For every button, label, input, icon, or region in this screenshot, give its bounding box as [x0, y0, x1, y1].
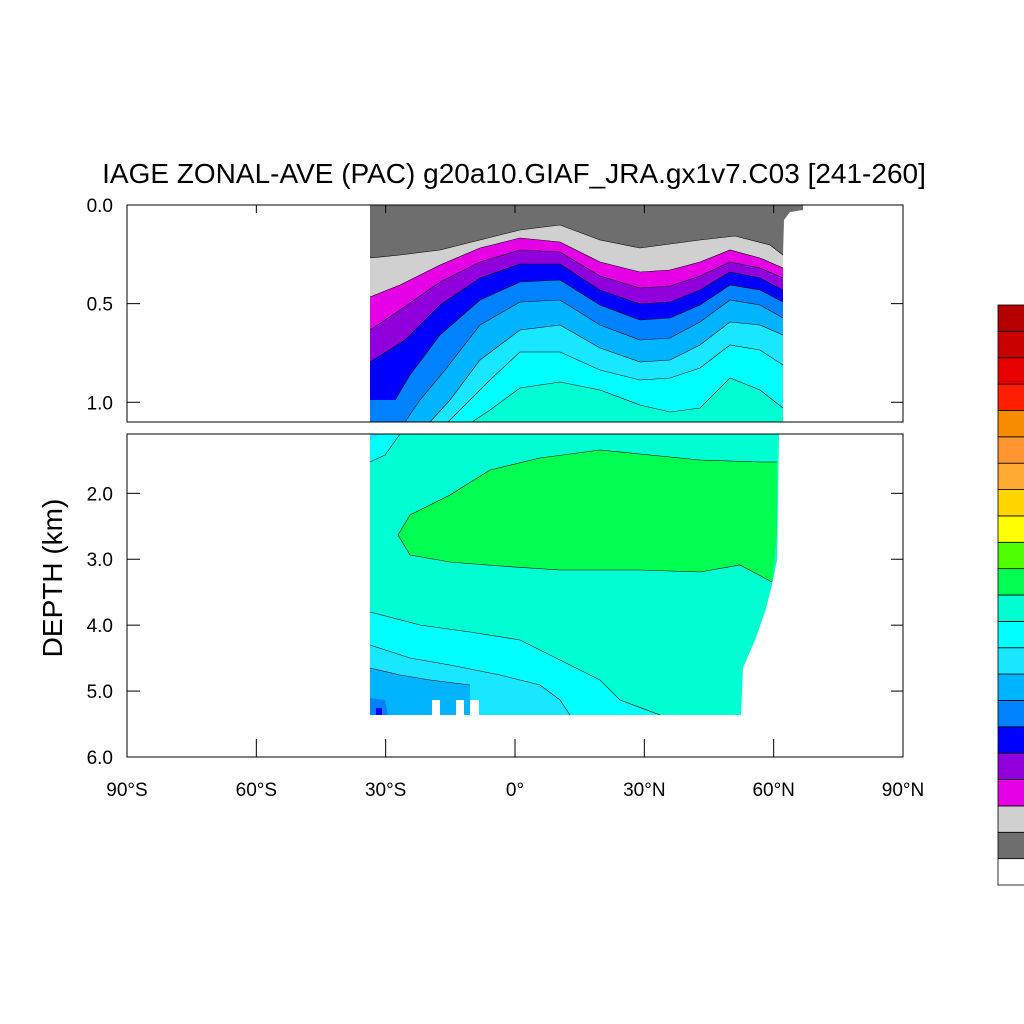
upper-panel: [126, 204, 904, 423]
colorbar-swatch: [997, 779, 1024, 807]
y-tick-label: 1.0: [87, 393, 113, 414]
colorbar-swatch: [997, 805, 1024, 833]
x-tick-label: 90°N: [882, 780, 924, 801]
colorbar-swatch: [997, 515, 1024, 543]
colorbar-swatch: [997, 357, 1024, 385]
colorbar-swatch: [997, 462, 1024, 490]
fill-purple: [370, 250, 783, 362]
x-tick-label: 30°S: [365, 780, 406, 801]
upper-contour-fills: [370, 205, 803, 422]
colorbar-swatch: [997, 330, 1024, 359]
fill-sky-lower: [370, 668, 470, 715]
fill-azure: [370, 280, 783, 422]
x-tick-label: 90°S: [106, 780, 147, 801]
fill-azure-lower: [370, 698, 388, 715]
colorbar-swatch: [997, 541, 1024, 570]
upper-contour-lines: [369, 224, 784, 423]
y-axis-upper: 0.0 0.5 1.0: [87, 196, 903, 414]
fill-cyan-light-upper-left: [370, 434, 380, 440]
y-tick-label: 2.0: [87, 484, 113, 505]
fill-blue: [370, 264, 783, 400]
fill-blue-lower: [376, 708, 382, 715]
colorbar-swatch: [997, 647, 1024, 675]
colorbar-swatch: [997, 383, 1024, 411]
colorbar-swatch: [997, 700, 1024, 728]
fill-cyan-light: [430, 322, 783, 422]
fill-cyan: [448, 345, 783, 422]
colorbar-swatch: [997, 726, 1024, 754]
land-gap-3: [470, 700, 479, 715]
colorbar-swatch: [997, 304, 1024, 332]
fill-sky: [405, 300, 783, 422]
y-tick-label: 4.0: [87, 616, 113, 637]
colorbar: [997, 304, 1024, 886]
x-tick-label: 60°N: [752, 780, 794, 801]
y-tick-label: 6.0: [87, 748, 113, 769]
x-tick-label: 60°S: [236, 780, 277, 801]
y-tick-label: 3.0: [87, 550, 113, 571]
fill-aquamarine: [472, 378, 783, 422]
colorbar-swatch: [997, 673, 1024, 701]
colorbar-swatch: [997, 436, 1024, 464]
land-gap-1: [432, 700, 440, 715]
y-tick-label: 0.0: [87, 196, 113, 217]
colorbar-swatch: [997, 620, 1024, 649]
colorbar-swatch: [997, 594, 1024, 622]
fill-gray-dark: [370, 205, 803, 258]
colorbar-swatch: [997, 858, 1024, 886]
colorbar-swatch: [997, 831, 1024, 860]
x-axis: 90°S 60°S 30°S 0° 30°N 60°N 90°N: [106, 205, 924, 801]
y-axis-label: DEPTH (km): [37, 499, 68, 658]
y-axis-lower: 2.0 3.0 4.0 5.0 6.0: [87, 484, 903, 769]
x-tick-label: 0°: [506, 780, 524, 801]
y-tick-label: 5.0: [87, 682, 113, 703]
lower-contour-fills: [370, 434, 779, 715]
colorbar-swatch: [997, 489, 1024, 517]
chart-title: IAGE ZONAL-AVE (PAC) g20a10.GIAF_JRA.gx1…: [102, 158, 926, 189]
fill-magenta: [370, 238, 783, 330]
colorbar-swatch: [997, 410, 1024, 438]
y-tick-label: 0.5: [87, 295, 113, 316]
lower-contour-lines: [369, 433, 777, 716]
colorbar-swatch: [997, 568, 1024, 596]
fill-cyan-upper-left: [370, 434, 400, 462]
x-tick-label: 30°N: [623, 780, 665, 801]
fill-green: [398, 450, 777, 582]
land-gap-2: [456, 700, 464, 715]
colorbar-swatch: [997, 752, 1024, 780]
lower-panel: [126, 433, 904, 758]
